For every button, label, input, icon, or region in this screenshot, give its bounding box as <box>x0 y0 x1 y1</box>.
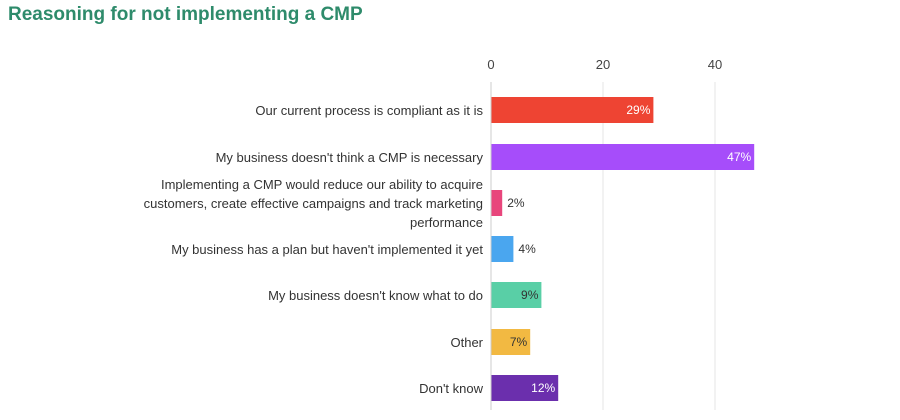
bar-6 <box>491 329 531 355</box>
category-label: Don't know <box>419 381 484 396</box>
bar-2 <box>491 144 755 170</box>
x-tick-label: 0 <box>487 57 494 72</box>
data-label: 7% <box>510 335 528 349</box>
data-label: 47% <box>727 150 751 164</box>
x-axis-ticks: 0 20 40 <box>487 57 722 72</box>
data-label: 29% <box>626 103 650 117</box>
chart-title: Reasoning for not implementing a CMP <box>8 4 363 25</box>
category-label: Our current process is compliant as it i… <box>255 103 483 118</box>
category-label: Implementing a CMP would reduce our abil… <box>144 177 483 230</box>
value-labels: 29% 47% 2% 4% 9% 7% 12% <box>507 103 751 395</box>
bars <box>491 97 755 401</box>
bar-5 <box>491 282 542 308</box>
grid-lines <box>602 82 716 410</box>
bar-1 <box>491 97 654 123</box>
category-labels: Our current process is compliant as it i… <box>144 103 484 396</box>
category-label: My business has a plan but haven't imple… <box>171 242 483 257</box>
bar-4 <box>491 236 514 262</box>
category-label: My business doesn't think a CMP is neces… <box>216 150 484 165</box>
category-label: My business doesn't know what to do <box>268 288 483 303</box>
bar-3 <box>491 190 503 216</box>
data-label: 2% <box>507 196 525 210</box>
data-label: 9% <box>521 288 539 302</box>
category-label: Other <box>450 335 483 350</box>
x-tick-label: 40 <box>708 57 722 72</box>
bar-7 <box>491 375 559 401</box>
data-label: 12% <box>531 381 555 395</box>
x-tick-label: 20 <box>596 57 610 72</box>
data-label: 4% <box>518 242 536 256</box>
